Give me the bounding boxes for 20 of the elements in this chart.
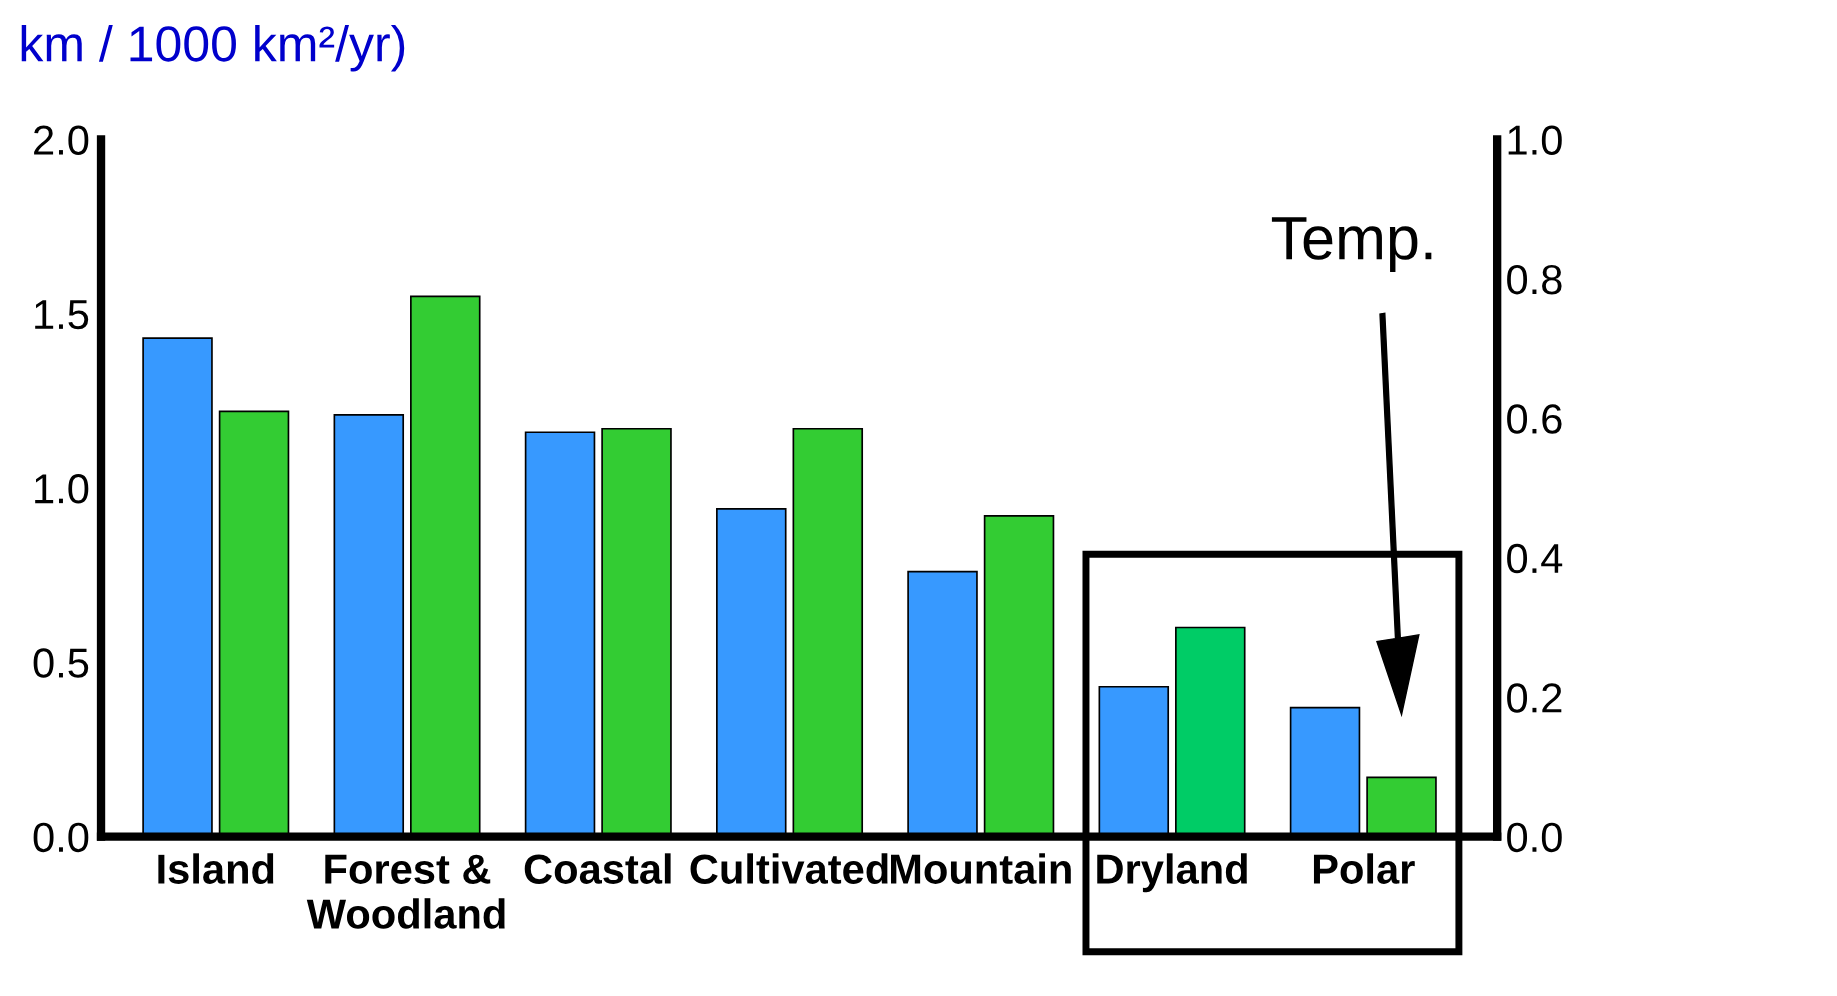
y-tick-label: 1.0	[35, 474, 89, 504]
x-tick-label: Cultivated	[690, 853, 888, 884]
y2-tick-label: 1.0	[1508, 125, 1562, 155]
x-tick-label: Dryland	[1097, 853, 1247, 893]
x-tick-label: Forest & Woodland	[306, 854, 505, 929]
y2-tick-label: 0.6	[1507, 404, 1562, 434]
y2-tick-label: 0.8	[1507, 264, 1562, 295]
y2-tick-label: 0.4	[1507, 543, 1563, 574]
x-tick-label: Mountain	[891, 853, 1071, 884]
x-tick-label: Coastal	[524, 853, 671, 884]
y2-tick-label: 0.0	[1507, 822, 1562, 853]
x-tick-label: Island	[158, 853, 274, 884]
y-axis-title: km / 1000 km²/yr)	[21, 24, 405, 72]
y-tick-label: 1.5	[35, 300, 89, 330]
y-tick-label: 0.5	[33, 648, 89, 678]
y-tick-label: 2.0	[34, 125, 89, 155]
annotation: Temp.	[1271, 217, 1432, 272]
y2-tick-label: 0.2	[1507, 683, 1562, 713]
x-tick-label: Polar	[1313, 853, 1415, 884]
y-tick-label: 0.0	[33, 822, 89, 853]
